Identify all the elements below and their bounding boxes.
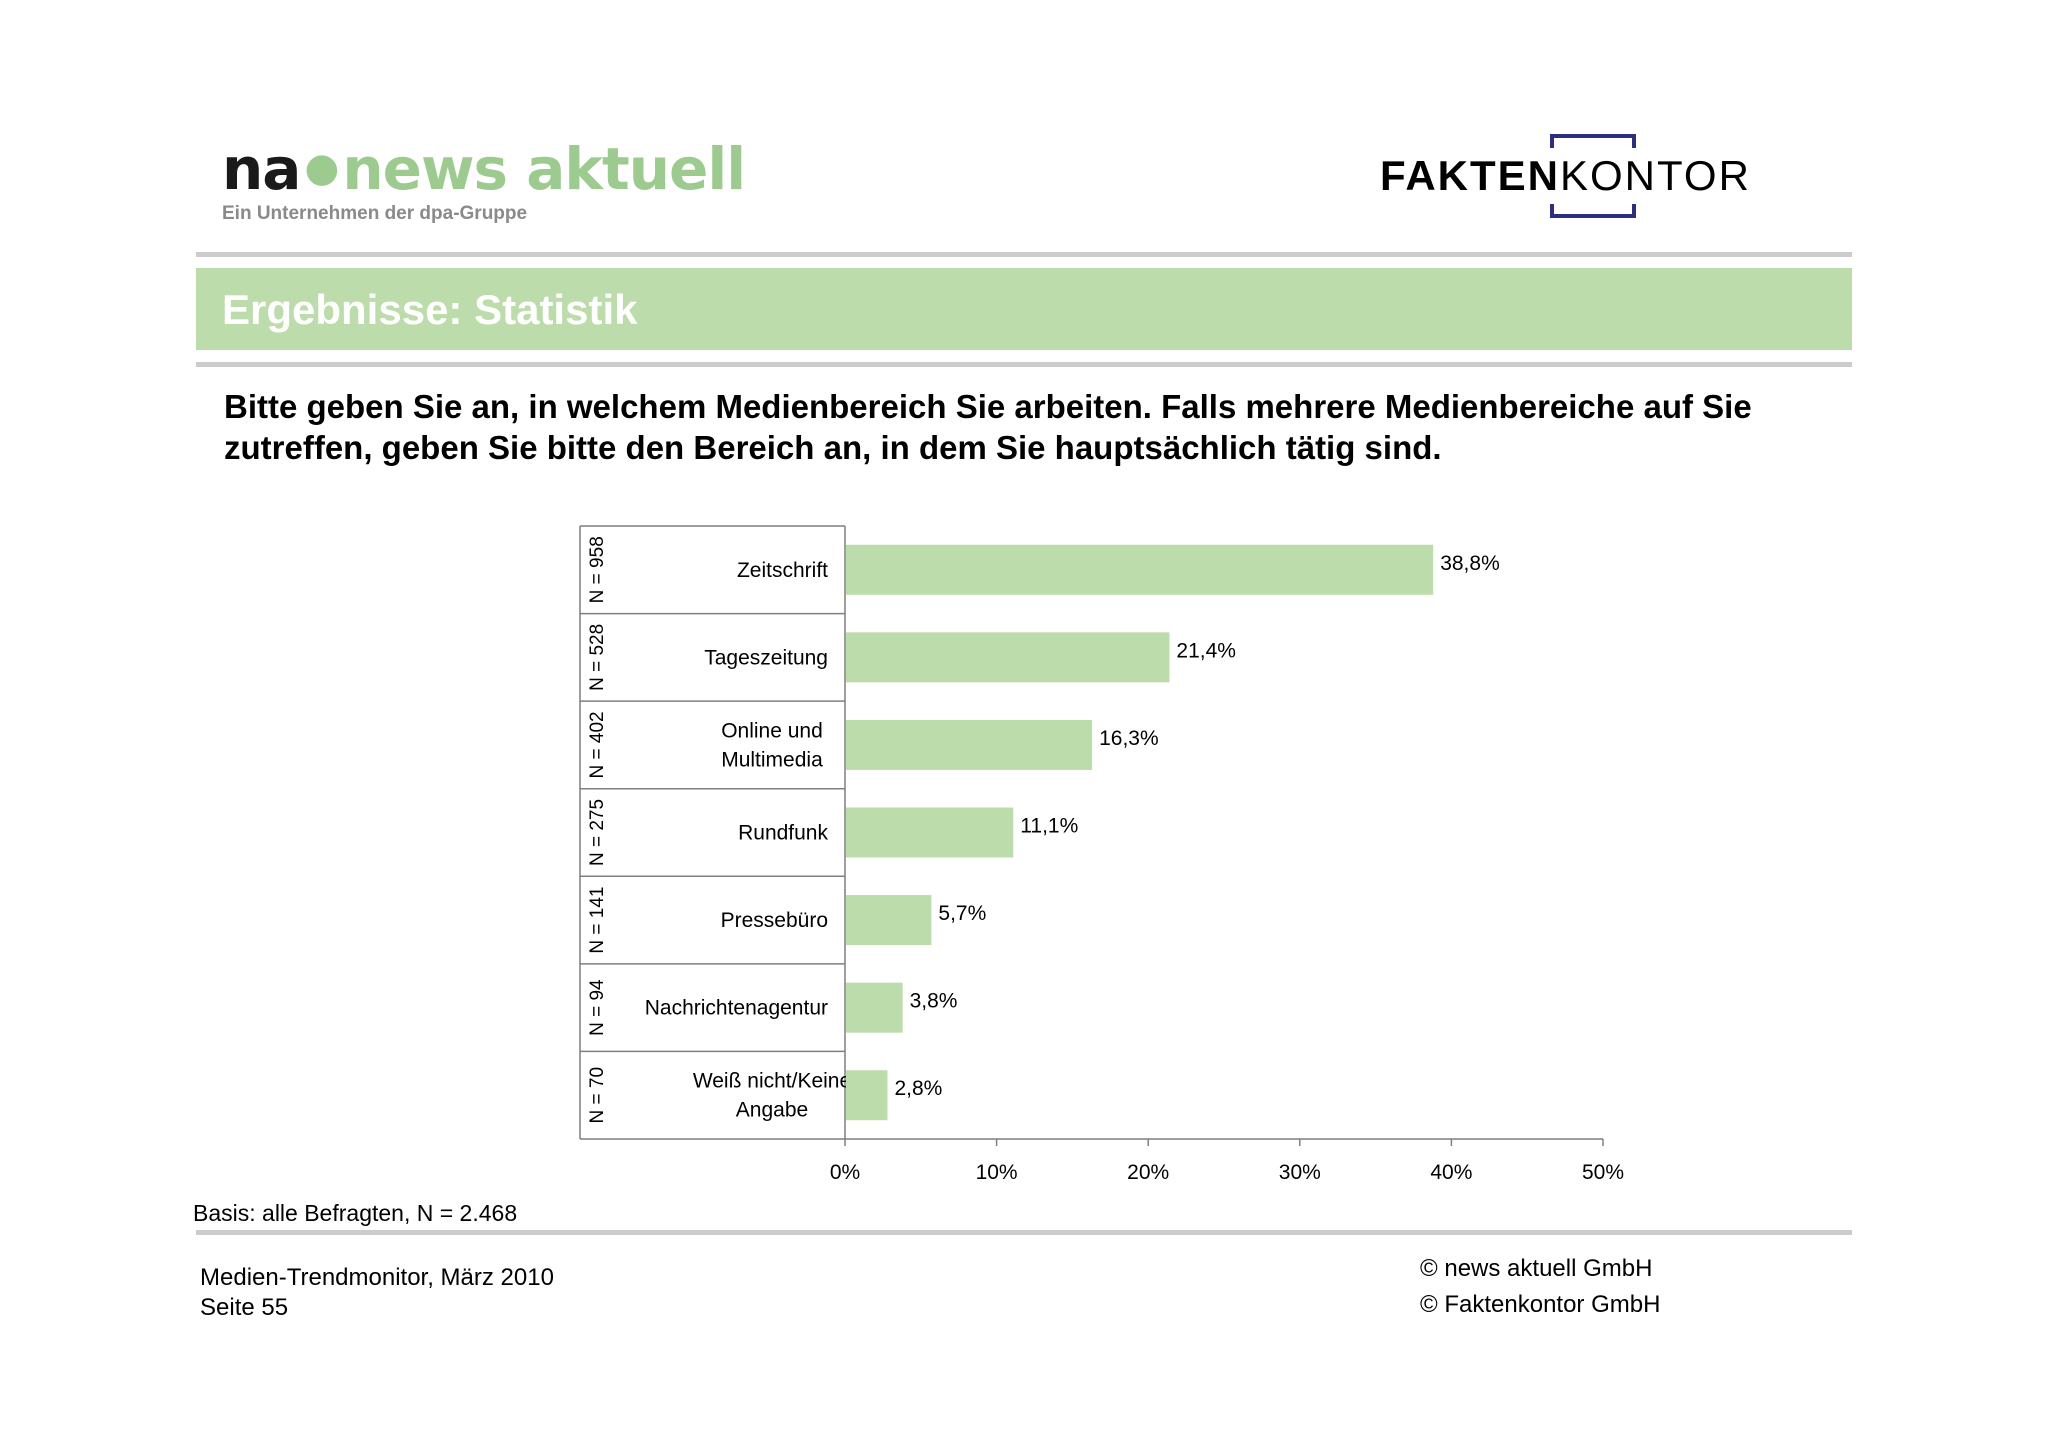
- title-divider: [196, 362, 1852, 367]
- category-n-label: N = 141: [587, 887, 608, 954]
- category-label: Tageszeitung: [704, 646, 828, 669]
- footer-report-name: Medien-Trendmonitor, März 2010: [200, 1264, 554, 1291]
- bar: [846, 1070, 888, 1121]
- x-tick-label: 30%: [1279, 1161, 1321, 1184]
- footer-copyright-news-aktuell: © news aktuell GmbH: [1420, 1255, 1653, 1282]
- faktenkontor-wordmark: FAKTENKONTOR: [1380, 152, 1751, 200]
- category-n-label: N = 958: [587, 536, 608, 603]
- x-tick-label: 40%: [1430, 1161, 1472, 1184]
- category-label: Zeitschrift: [737, 559, 828, 582]
- bar: [846, 807, 1014, 858]
- x-tick-label: 50%: [1582, 1161, 1624, 1184]
- footer-page-number: Seite 55: [200, 1294, 289, 1321]
- value-label: 2,8%: [894, 1077, 942, 1100]
- footer-right: © news aktuell GmbH © Faktenkontor GmbH: [1420, 1251, 1660, 1323]
- category-label: Multimedia: [721, 748, 823, 771]
- category-label: Nachrichtenagentur: [645, 997, 828, 1020]
- header-divider: [196, 252, 1852, 257]
- fk-logo-regular: KONTOR: [1560, 152, 1751, 199]
- category-n-label: N = 275: [587, 799, 608, 866]
- category-label: Pressebüro: [721, 909, 828, 932]
- footer-left: Medien-Trendmonitor, März 2010 Seite 55: [200, 1263, 554, 1323]
- category-n-label: N = 402: [587, 711, 608, 778]
- footer-copyright-faktenkontor: © Faktenkontor GmbH: [1420, 1291, 1661, 1318]
- bar: [846, 982, 903, 1033]
- page-title: Ergebnisse: Statistik: [222, 286, 638, 333]
- category-n-label: N = 94: [587, 979, 608, 1036]
- category-label: Online und: [721, 719, 823, 742]
- value-label: 16,3%: [1099, 727, 1159, 750]
- logo-dot-icon: ●: [304, 145, 339, 191]
- na-logo-prefix: na: [222, 135, 301, 203]
- value-label: 11,1%: [1020, 815, 1078, 838]
- category-label: Rundfunk: [738, 822, 828, 845]
- value-label: 5,7%: [938, 902, 986, 925]
- news-aktuell-logo: na ●news aktuell Ein Unternehmen der dpa-…: [222, 135, 746, 236]
- value-label: 38,8%: [1440, 552, 1500, 575]
- x-tick-label: 20%: [1127, 1161, 1169, 1184]
- value-label: 3,8%: [910, 990, 958, 1013]
- fk-logo-bold: FAKTEN: [1380, 152, 1560, 199]
- x-tick-label: 10%: [976, 1161, 1018, 1184]
- bar: [846, 719, 1093, 770]
- bar: [846, 895, 932, 946]
- bar: [846, 544, 1434, 595]
- logo-bracket-top-icon: [1550, 134, 1636, 148]
- bar: [846, 632, 1170, 683]
- logo-bracket-bottom-icon: [1550, 204, 1636, 218]
- value-label: 21,4%: [1176, 639, 1236, 662]
- faktenkontor-logo: FAKTENKONTOR: [1380, 130, 1800, 226]
- na-logo-tagline: Ein Unternehmen der dpa-Gruppe: [222, 203, 528, 224]
- x-tick-label: 0%: [830, 1161, 860, 1184]
- na-logo-brand: news aktuell: [342, 135, 746, 203]
- title-bar: Ergebnisse: Statistik: [196, 268, 1852, 350]
- footer-divider: [196, 1230, 1852, 1235]
- category-label: Angabe: [736, 1099, 808, 1122]
- news-aktuell-wordmark: na ●news aktuell: [222, 135, 746, 203]
- category-n-label: N = 528: [587, 624, 608, 691]
- survey-question: Bitte geben Sie an, in welchem Medienber…: [224, 388, 1752, 466]
- sample-basis-note: Basis: alle Befragten, N = 2.468: [193, 1200, 518, 1226]
- category-label: Weiß nicht/Keine: [693, 1070, 851, 1093]
- category-n-label: N = 70: [587, 1067, 608, 1124]
